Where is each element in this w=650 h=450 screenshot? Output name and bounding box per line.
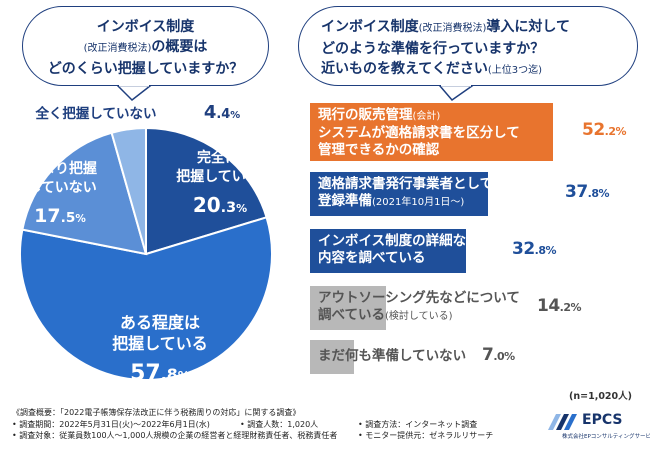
pie-label-little-line1: あまり把握	[27, 160, 97, 177]
pie-label-some-line2: 把握している	[112, 334, 208, 353]
bar-label-text: 内容を調べている	[318, 250, 426, 266]
pie-value-some: 57.8%	[130, 361, 190, 386]
left-bubble-tail	[116, 85, 153, 101]
pie-value-none: 4.4%	[204, 102, 240, 123]
bar-label-text: インボイス制度の詳細な	[318, 233, 467, 249]
bar-label-note: (会計)	[412, 111, 441, 122]
footer-method: • 調査方法：インターネット調査	[358, 419, 478, 429]
bar-label-text: 管理できるかの確認	[318, 142, 440, 158]
footer-monitor: • モニター提供元：ゼネラルリサーチ	[358, 431, 494, 440]
bar-1	[310, 103, 553, 161]
right-question-small3: (上位3つ迄)	[487, 65, 543, 76]
bar-label-text: 適格請求書発行事業者としての	[318, 176, 507, 192]
epcs-logo: EPCS 株式会社EPコンサルティングサービス	[548, 410, 650, 442]
right-question-line2: どのような準備を行っていますか？	[321, 41, 545, 57]
left-question-line3: どのくらい把握していますか？	[47, 61, 244, 77]
pie-slice-none	[110, 126, 147, 255]
bar-value-4: 14.2%	[537, 296, 582, 316]
pie-slice-some	[19, 216, 273, 381]
bar-label-4: アウトソーシング先などについて 調べている(検討している)	[318, 290, 520, 325]
footer-count: • 調査人数：1,020人	[240, 419, 319, 429]
bar-value-5: 7.0%	[482, 345, 515, 365]
pie-label-full-line1: 完全に	[197, 149, 239, 166]
pie-slice-full	[145, 126, 268, 256]
pie-slice-little	[21, 131, 148, 256]
sample-size: (n=1,020人)	[569, 391, 632, 402]
bar-3	[310, 229, 466, 273]
pie-label-little-line2: していない	[27, 180, 97, 196]
bar-5	[310, 340, 354, 374]
bar-label-3: インボイス制度の詳細な 内容を調べている	[318, 233, 466, 267]
bar-value-1: 52.2%	[582, 120, 627, 140]
right-question-line1a: インボイス制度	[321, 19, 419, 35]
bar-2	[310, 172, 489, 216]
logo-subtitle: 株式会社EPコンサルティングサービス	[562, 434, 650, 440]
right-question-small1: (改正消費税法)	[418, 23, 487, 34]
bar-label-2: 適格請求書発行事業者としての 登録準備(2021年10月1日～)	[318, 176, 507, 211]
left-question-line1: インボイス制度	[96, 19, 195, 35]
bar-label-1: 現行の販売管理(会計) システムが適格請求書を区分して 管理できるかの確認	[318, 107, 520, 159]
pie-value-full: 20.3%	[193, 193, 247, 217]
left-question-small: (改正消費税法)	[83, 43, 152, 54]
bar-label-text: アウトソーシング先などについて	[318, 290, 520, 306]
bar-label-text: 現行の販売管理	[318, 107, 413, 123]
survey-footer: 《調査概要：「2022電子帳簿保存法改正に伴う税務周りの対応」に関する調査》 •…	[12, 407, 552, 442]
right-question-line1b: 導入に対して	[486, 19, 570, 35]
pie-label-none: 全く把握していない	[34, 105, 156, 122]
bar-4	[310, 286, 386, 330]
footer-target: • 調査対象：従業員数100人～1,000人規模の企業の経営者と経理財務責任者、…	[12, 431, 338, 440]
bar-label-text: 調べている	[318, 307, 385, 323]
bar-label-5: まだ何も準備していない	[318, 348, 466, 365]
right-bubble-tail	[438, 85, 475, 102]
footer-period: • 調査期間：2022年5月31日(火)～2022年6月1日(水)	[12, 419, 210, 429]
bar-label-note: (検討している)	[384, 311, 453, 322]
pie-label-some-line1: ある程度は	[120, 313, 200, 332]
logo-name: EPCS	[582, 412, 623, 428]
bar-label-text: まだ何も準備していない	[318, 348, 467, 364]
bar-label-text: システムが適格請求書を区分して	[318, 125, 520, 141]
pie-value-little: 17.5%	[34, 205, 86, 227]
pie-label-full-line2: 把握している	[176, 168, 260, 185]
footer-overview: 《調査概要：「2022電子帳簿保存法改正に伴う税務周りの対応」に関する調査》	[12, 408, 301, 417]
bar-value-3: 32.8%	[512, 239, 557, 259]
right-question-line3: 近いものを教えてください	[321, 61, 488, 77]
logo-mark-icon	[548, 414, 577, 430]
bar-label-text: 登録準備	[318, 193, 372, 209]
left-question-line2: の概要は	[151, 39, 208, 55]
left-question-bubble: インボイス制度 (改正消費税法)の概要は どのくらい把握していますか？	[22, 6, 269, 86]
bar-value-2: 37.8%	[565, 182, 610, 202]
bar-label-note: (2021年10月1日～)	[372, 197, 465, 208]
